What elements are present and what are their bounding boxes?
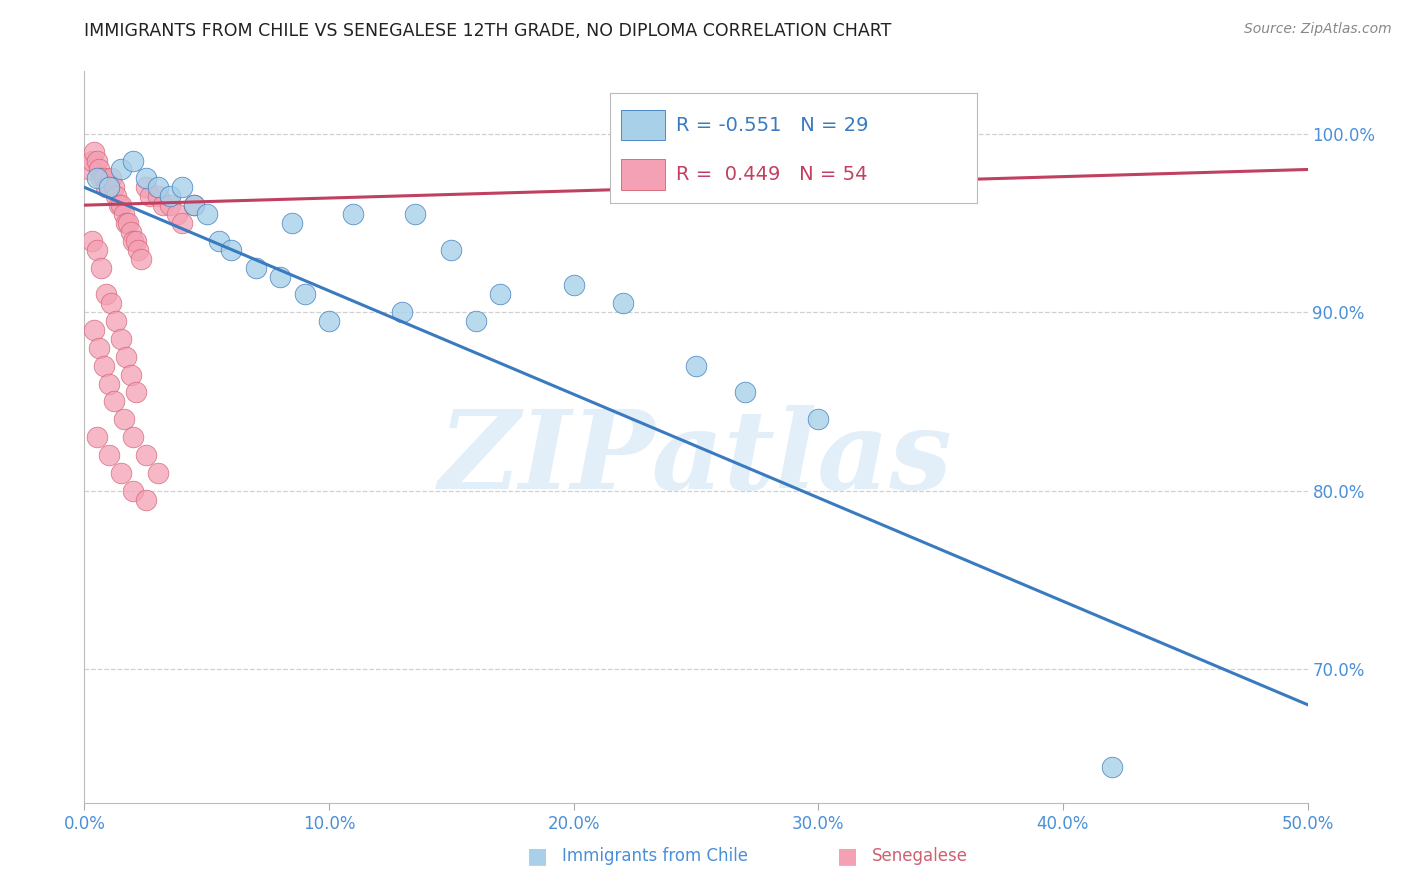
Text: ZIPatlas: ZIPatlas: [439, 405, 953, 513]
Point: [97, 376, 120, 391]
Point: [172, 216, 194, 230]
Point: [183, 198, 205, 212]
Point: [96, 180, 118, 194]
Point: [489, 287, 512, 301]
Text: R =  0.449   N = 54: R = 0.449 N = 54: [676, 165, 868, 184]
Text: IMMIGRANTS FROM CHILE VS SENEGALESE 12TH GRADE, NO DIPLOMA CORRELATION CHART: IMMIGRANTS FROM CHILE VS SENEGALESE 12TH…: [84, 22, 891, 40]
Point: [97, 180, 120, 194]
Point: [404, 207, 426, 221]
Point: [294, 287, 316, 301]
Point: [112, 412, 135, 426]
Point: [122, 483, 145, 498]
Point: [127, 243, 149, 257]
Point: [172, 180, 194, 194]
Point: [86, 153, 108, 168]
Point: [166, 207, 188, 221]
Point: [135, 492, 157, 507]
Point: [152, 198, 174, 212]
Point: [129, 252, 152, 266]
Point: [107, 198, 129, 212]
Point: [125, 385, 148, 400]
Point: [120, 368, 142, 382]
Point: [135, 171, 157, 186]
Point: [97, 180, 120, 194]
Point: [96, 287, 118, 301]
Point: [110, 198, 132, 212]
Point: [103, 180, 125, 194]
Point: [112, 207, 135, 221]
Point: [97, 448, 120, 462]
Point: [562, 278, 585, 293]
Point: [685, 359, 707, 373]
Bar: [621, 110, 665, 140]
Point: [93, 171, 115, 186]
Point: [281, 216, 304, 230]
Point: [183, 198, 205, 212]
Point: [245, 260, 267, 275]
Point: [125, 234, 148, 248]
Point: [100, 171, 122, 186]
Bar: [621, 159, 665, 190]
Point: [135, 180, 157, 194]
Point: [105, 314, 128, 328]
Point: [122, 153, 145, 168]
Point: [87, 341, 110, 355]
Point: [612, 296, 634, 310]
Point: [1101, 760, 1123, 774]
Point: [110, 332, 132, 346]
Point: [86, 243, 108, 257]
Text: Senegalese: Senegalese: [872, 847, 967, 865]
Point: [93, 359, 115, 373]
Point: [440, 243, 463, 257]
Point: [86, 430, 108, 444]
Point: [159, 189, 181, 203]
Point: [115, 216, 138, 230]
Point: [110, 162, 132, 177]
Point: [807, 412, 830, 426]
Point: [83, 145, 105, 159]
Point: [90, 260, 112, 275]
Point: [219, 243, 242, 257]
Text: Source: ZipAtlas.com: Source: ZipAtlas.com: [1244, 22, 1392, 37]
Point: [77, 162, 100, 177]
Point: [90, 171, 112, 186]
Point: [146, 466, 169, 480]
Point: [318, 314, 340, 328]
Point: [146, 180, 169, 194]
Text: R = -0.551   N = 29: R = -0.551 N = 29: [676, 116, 869, 135]
Point: [103, 394, 125, 409]
Text: ■: ■: [837, 847, 858, 866]
Point: [734, 385, 756, 400]
Point: [391, 305, 413, 319]
Point: [122, 234, 145, 248]
Point: [87, 162, 110, 177]
Point: [269, 269, 291, 284]
Point: [83, 323, 105, 337]
Point: [110, 466, 132, 480]
Point: [159, 198, 181, 212]
Point: [464, 314, 486, 328]
Text: Immigrants from Chile: Immigrants from Chile: [562, 847, 748, 865]
Point: [117, 216, 139, 230]
Point: [195, 207, 218, 221]
Point: [208, 234, 231, 248]
Point: [135, 448, 157, 462]
Point: [139, 189, 162, 203]
Point: [122, 430, 145, 444]
Point: [80, 234, 103, 248]
Point: [100, 296, 122, 310]
Point: [120, 225, 142, 239]
Point: [342, 207, 364, 221]
Point: [80, 153, 103, 168]
Point: [146, 189, 169, 203]
Point: [115, 350, 138, 364]
Point: [105, 189, 128, 203]
Point: [86, 171, 108, 186]
Text: ■: ■: [527, 847, 548, 866]
